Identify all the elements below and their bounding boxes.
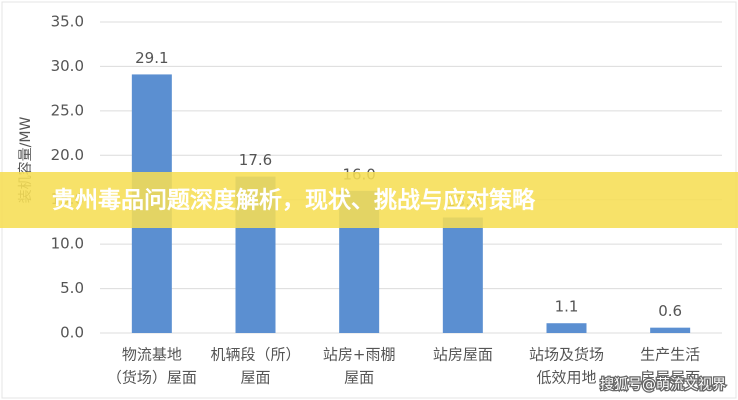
y-tick-label: 5.0 xyxy=(60,279,84,297)
y-tick-label: 35.0 xyxy=(51,13,84,31)
y-tick-label: 20.0 xyxy=(51,146,84,164)
y-tick-label: 25.0 xyxy=(51,101,84,119)
x-tick-label: 屋面 xyxy=(240,369,270,387)
x-tick-label: 生产生活 xyxy=(640,346,700,364)
bar xyxy=(546,323,587,333)
x-tick-label: 物流基地 xyxy=(122,346,182,364)
banner-title: 贵州毒品问题深度解析，现状、挑战与应对策略 xyxy=(52,187,536,214)
value-label: 17.6 xyxy=(239,151,272,169)
value-label: 29.1 xyxy=(135,49,168,67)
banner xyxy=(0,172,738,228)
x-tick-label: 机辆段（所） xyxy=(210,346,300,364)
watermark: 搜狐号@萌流文视界 xyxy=(600,377,726,393)
bar xyxy=(442,217,483,333)
y-tick-label: 0.0 xyxy=(60,324,84,342)
x-tick-label: 房屋屋面 xyxy=(640,369,700,387)
x-tick-label: 屋面 xyxy=(344,369,374,387)
value-label: 0.6 xyxy=(658,302,682,320)
x-tick-label: （货场）屋面 xyxy=(107,369,197,387)
y-tick-label: 10.0 xyxy=(51,235,84,253)
y-tick-label: 30.0 xyxy=(51,57,84,75)
x-tick-label: 站场及货场 xyxy=(529,346,604,364)
x-tick-label: 低效用地 xyxy=(536,369,596,387)
x-tick-label: 站房+雨棚 xyxy=(323,346,396,364)
x-tick-label: 站房屋面 xyxy=(433,346,493,364)
bar xyxy=(650,327,691,333)
value-label: 1.1 xyxy=(555,298,579,316)
